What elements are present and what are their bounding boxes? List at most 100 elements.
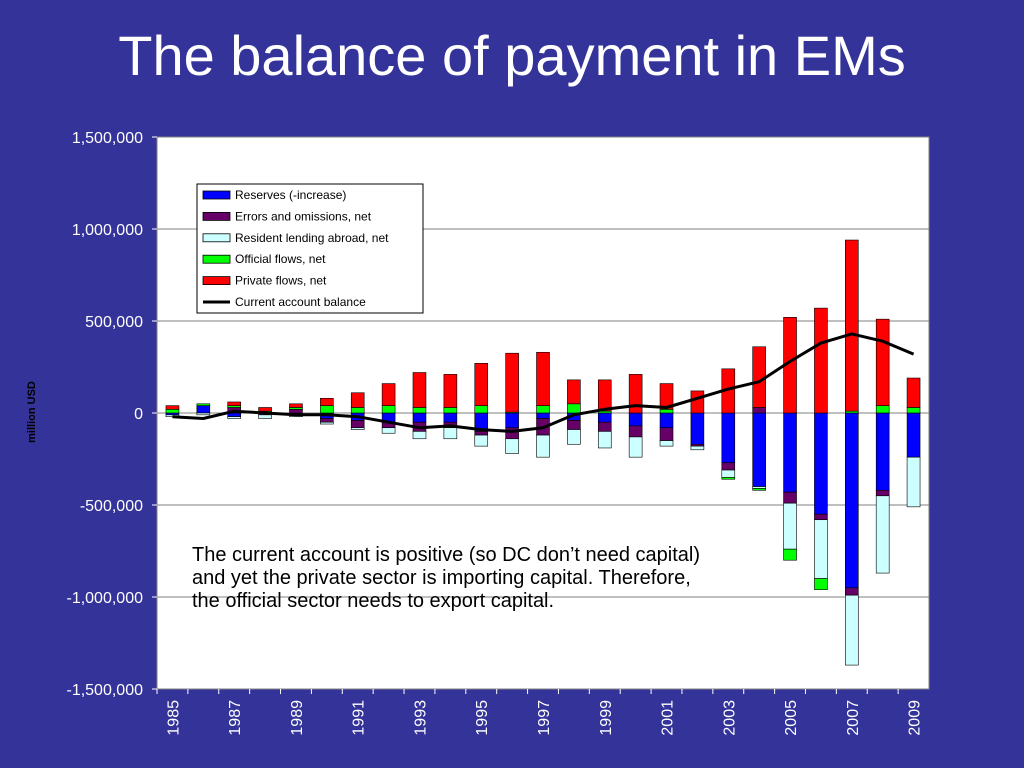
bar-segment	[875, 495, 890, 574]
legend-label: Errors and omissions, net	[235, 209, 372, 223]
bar-segment	[845, 412, 859, 589]
x-tick-label: 1987	[227, 700, 244, 736]
bar-segment	[906, 456, 921, 508]
y-tick-label: -1,500,000	[66, 682, 143, 699]
line-series	[172, 332, 915, 433]
x-tick-label: 2003	[721, 700, 738, 736]
legend-swatch	[202, 233, 231, 243]
bar-segment	[690, 412, 705, 445]
bar-segment	[845, 239, 859, 412]
bar-segment	[628, 425, 643, 438]
bar-segment	[350, 407, 365, 414]
bar-segment	[721, 412, 736, 463]
bar-segment	[690, 445, 705, 451]
bar-segment	[227, 401, 241, 406]
axes: 1,500,000 1,000,000 500,000 0 -500,000 -1,000…	[66, 130, 923, 736]
bar-segment	[258, 407, 272, 412]
bar-segment	[443, 407, 458, 414]
bar-segment	[814, 519, 828, 579]
bar-segment	[906, 412, 921, 458]
bar-segment	[505, 352, 519, 413]
legend-swatch	[202, 254, 231, 264]
bar-segment	[536, 405, 550, 414]
bar-segment	[196, 403, 211, 406]
legend-label: Official flows, net	[235, 252, 326, 266]
bar-segment	[783, 412, 797, 493]
bar-segment	[536, 351, 550, 406]
legend-swatch	[202, 276, 231, 286]
bar-segment	[597, 421, 612, 432]
legend-label: Private flows, net	[235, 274, 327, 288]
y-axis-label: million USD	[26, 381, 38, 443]
bar-segment	[906, 377, 921, 408]
y-tick-label: 1,500,000	[72, 130, 143, 147]
slide-title: The balance of payment in EMs	[118, 24, 906, 87]
legend-box	[196, 183, 424, 314]
bar-segment	[505, 412, 519, 429]
y-tick-label: -1,000,000	[66, 590, 143, 607]
legend-label: Reserves (-increase)	[235, 188, 346, 202]
bar-segment	[196, 412, 211, 416]
bar-segment	[628, 436, 643, 458]
bar-segment	[659, 383, 674, 410]
bar-segment	[783, 548, 797, 561]
y-tick-label: 0	[134, 406, 143, 423]
bar-segment	[659, 440, 674, 447]
legend-label: Current account balance	[235, 295, 366, 309]
bar-segment	[474, 363, 489, 406]
bar-segment	[320, 418, 334, 423]
bar-segment	[196, 405, 211, 414]
bar-segment	[690, 390, 705, 414]
bar-segment	[783, 502, 797, 550]
bar-segment	[474, 405, 489, 414]
x-tick-label: 1985	[165, 700, 182, 736]
bar-segment	[814, 578, 828, 590]
bar-segment	[814, 513, 828, 521]
bar-segment	[412, 412, 427, 423]
bar-segment	[412, 431, 427, 440]
bar-segment	[659, 409, 674, 414]
bar-segment	[289, 403, 303, 408]
legend-swatch	[202, 190, 231, 200]
bar-segment	[597, 431, 612, 449]
bar-segment	[567, 379, 581, 405]
y-tick-label: -500,000	[80, 498, 143, 515]
bar-segment	[350, 427, 365, 430]
bar-segment	[289, 409, 303, 414]
bar-segment	[320, 421, 334, 425]
bar-segment	[659, 427, 674, 441]
x-tick-label: 2009	[907, 700, 924, 736]
bar-segment	[721, 462, 736, 471]
bar-segment	[320, 397, 334, 406]
bar-segment	[814, 412, 828, 515]
annotation-text: The current account is positive (so DC d…	[192, 544, 701, 612]
bar-segment	[567, 403, 581, 414]
bar-segment	[845, 587, 859, 596]
bar-segment	[597, 412, 612, 423]
bar-segment	[412, 407, 427, 414]
y-tick-label: 1,000,000	[72, 222, 143, 239]
legend-label: Resident lending abroad, net	[235, 231, 389, 245]
bar-segment	[165, 405, 180, 410]
bar-segment	[875, 318, 890, 406]
bar-segment	[381, 405, 396, 414]
bar-segment	[227, 416, 241, 419]
legend-swatch	[202, 211, 231, 221]
bar-segment	[659, 412, 674, 429]
x-tick-label: 2007	[845, 700, 862, 736]
bar-segment	[752, 412, 766, 487]
bar-segment	[381, 383, 396, 406]
bar-segment	[320, 405, 334, 414]
bar-segment	[412, 372, 427, 408]
x-tick-label: 1989	[289, 700, 306, 736]
x-tick-label: 2001	[660, 700, 677, 736]
bar-segment	[597, 379, 612, 412]
bar-segment	[875, 489, 890, 497]
x-tick-label: 1997	[536, 700, 553, 736]
y-tick-label: 500,000	[85, 314, 143, 331]
bar-segment	[752, 488, 766, 491]
bar-segment	[752, 407, 766, 414]
x-tick-label: 1995	[474, 700, 491, 736]
legend: Reserves (-increase) Errors and omissions…	[196, 183, 424, 314]
